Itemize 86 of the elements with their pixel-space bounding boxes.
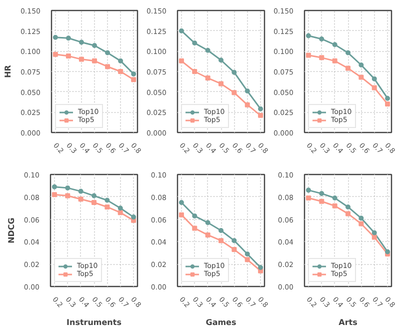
point — [66, 54, 71, 59]
point — [332, 42, 338, 48]
point — [385, 96, 390, 101]
point — [306, 188, 311, 193]
point — [332, 58, 338, 64]
point — [131, 77, 136, 82]
point — [346, 204, 350, 210]
point — [105, 50, 110, 56]
point — [244, 257, 250, 262]
point — [131, 214, 136, 220]
point — [104, 198, 110, 203]
point — [192, 69, 198, 74]
point — [52, 52, 58, 57]
point — [78, 188, 84, 194]
point — [178, 28, 184, 34]
point — [372, 230, 377, 236]
x-axis-title: Instruments — [66, 318, 122, 327]
point — [385, 249, 390, 254]
point — [306, 33, 311, 38]
point — [118, 58, 124, 64]
point — [232, 238, 237, 244]
point — [346, 211, 350, 216]
point — [218, 228, 224, 233]
point — [218, 238, 224, 244]
point — [244, 88, 250, 94]
point — [104, 204, 110, 210]
point — [118, 69, 124, 74]
point — [332, 203, 338, 208]
point — [65, 185, 70, 190]
point — [319, 198, 324, 204]
point — [218, 58, 224, 63]
point — [258, 264, 264, 270]
point — [358, 221, 364, 226]
point — [244, 252, 250, 257]
point — [192, 213, 198, 218]
point — [65, 193, 70, 198]
point — [372, 85, 377, 90]
point — [178, 200, 184, 205]
y-axis-title: NDCG — [6, 218, 16, 244]
point — [372, 76, 377, 82]
point — [131, 71, 136, 76]
point — [78, 196, 84, 202]
point — [358, 62, 364, 68]
point — [244, 102, 250, 108]
point — [332, 196, 338, 201]
point — [218, 81, 224, 86]
point — [358, 74, 364, 80]
y-axis-title: HR — [3, 65, 12, 78]
point — [192, 226, 198, 231]
point — [258, 112, 264, 118]
point — [205, 232, 210, 238]
point — [66, 36, 71, 41]
point — [105, 64, 110, 70]
point — [192, 40, 198, 46]
point — [92, 193, 96, 198]
point — [118, 206, 123, 211]
point — [52, 184, 57, 190]
point — [372, 234, 377, 240]
point — [346, 66, 350, 71]
point — [52, 192, 57, 198]
point — [358, 216, 364, 221]
point — [232, 90, 237, 96]
point — [205, 48, 210, 53]
point — [258, 106, 264, 112]
point — [205, 76, 210, 81]
point — [92, 200, 96, 205]
point — [118, 210, 123, 216]
x-axis-title: Games — [206, 318, 236, 327]
point — [78, 40, 84, 45]
point — [385, 102, 390, 107]
point — [346, 50, 350, 56]
point — [306, 52, 311, 58]
point — [52, 34, 58, 40]
point — [232, 247, 237, 252]
point — [232, 70, 237, 75]
point — [92, 58, 97, 64]
point — [205, 220, 210, 226]
point — [319, 55, 324, 60]
point — [306, 196, 311, 201]
point — [319, 36, 324, 42]
point — [92, 42, 97, 48]
point — [319, 191, 324, 196]
point — [78, 56, 84, 62]
x-axis-title: Arts — [338, 318, 358, 327]
point — [178, 58, 184, 64]
point — [178, 212, 184, 218]
